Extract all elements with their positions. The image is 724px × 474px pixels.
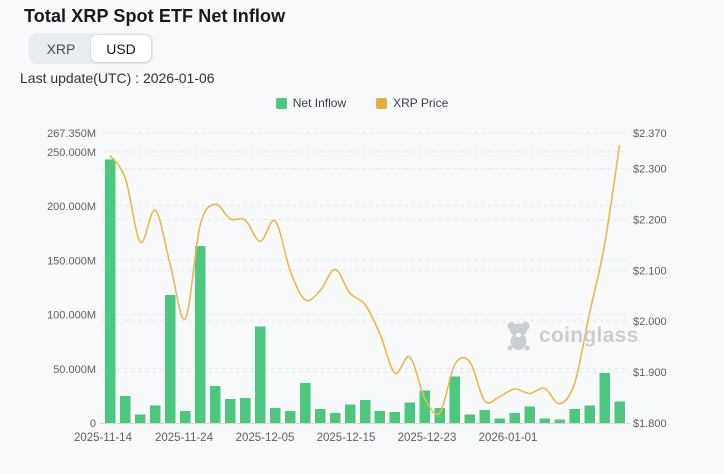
net-inflow-bar[interactable] bbox=[135, 414, 146, 423]
right-axis-tick-label: $2.100 bbox=[633, 265, 667, 277]
net-inflow-bar[interactable] bbox=[419, 390, 431, 424]
right-axis-tick-label: $1.900 bbox=[633, 367, 667, 379]
coinglass-watermark: coinglass bbox=[505, 321, 639, 351]
legend-item-xrp-price[interactable]: XRP Price bbox=[376, 96, 448, 110]
x-axis-tick-label: 2026-01-01 bbox=[479, 432, 538, 444]
net-inflow-bar[interactable] bbox=[524, 406, 535, 423]
right-axis-tick-label: $2.300 bbox=[633, 164, 667, 176]
net-inflow-bar[interactable] bbox=[434, 407, 446, 423]
net-inflow-bar[interactable] bbox=[374, 411, 386, 423]
coinglass-watermark-text: coinglass bbox=[539, 324, 639, 347]
left-axis-tick-label: 150.000M bbox=[47, 255, 96, 267]
net-inflow-bar[interactable] bbox=[150, 405, 161, 423]
net-inflow-swatch-icon bbox=[275, 97, 287, 109]
x-axis-tick-label: 2025-12-05 bbox=[236, 432, 295, 444]
net-inflow-bar[interactable] bbox=[329, 413, 341, 423]
net-inflow-bar[interactable] bbox=[509, 413, 521, 423]
right-axis-tick-label: $2.000 bbox=[633, 316, 667, 328]
x-axis-labels: 2025-11-14 2025-11-24 2025-12-05 2025-12-15… bbox=[74, 432, 537, 444]
left-axis-tick-label: 50.000M bbox=[53, 364, 96, 376]
last-update-text: Last update(UTC) : 2026-01-06 bbox=[20, 70, 215, 86]
net-inflow-bar[interactable] bbox=[314, 408, 326, 423]
left-axis-tick-label: 100.000M bbox=[47, 310, 96, 322]
net-inflow-bar[interactable] bbox=[195, 246, 206, 423]
net-inflow-bar[interactable] bbox=[449, 376, 461, 423]
x-axis-tick-label: 2025-11-14 bbox=[74, 432, 133, 444]
net-inflow-bar[interactable] bbox=[210, 386, 221, 423]
currency-toggle: XRP USD bbox=[29, 33, 153, 64]
xrp-price-line[interactable] bbox=[109, 144, 621, 416]
left-axis-tick-label: 250.000M bbox=[47, 147, 96, 159]
right-axis-labels: $2.370 $2.300 $2.200 $2.100 $2.000 $1.900 $1.8… bbox=[633, 128, 667, 430]
net-inflow-bar[interactable] bbox=[599, 373, 610, 423]
left-axis-labels: 267.350M 250.000M 200.000M 150.000M 100.000M… bbox=[47, 128, 96, 430]
xrp-price-swatch-icon bbox=[376, 97, 388, 109]
net-inflow-bars bbox=[105, 159, 625, 423]
right-axis-tick-label: $2.200 bbox=[633, 214, 667, 226]
net-inflow-bar[interactable] bbox=[554, 419, 565, 423]
net-inflow-bar[interactable] bbox=[404, 402, 416, 423]
legend-item-net-inflow[interactable]: Net Inflow bbox=[275, 96, 347, 110]
net-inflow-bar[interactable] bbox=[584, 405, 595, 423]
net-inflow-bar[interactable] bbox=[165, 295, 176, 423]
net-inflow-bar[interactable] bbox=[614, 401, 625, 423]
left-axis-tick-label: 267.350M bbox=[47, 128, 96, 140]
net-inflow-bar[interactable] bbox=[269, 407, 281, 423]
net-inflow-bar[interactable] bbox=[120, 395, 131, 423]
x-axis-tick-label: 2025-12-23 bbox=[398, 432, 457, 444]
net-inflow-bar[interactable] bbox=[299, 382, 311, 423]
net-inflow-bar[interactable] bbox=[569, 408, 580, 423]
toggle-usd-button[interactable]: USD bbox=[91, 35, 151, 62]
net-inflow-bar[interactable] bbox=[254, 326, 266, 424]
x-axis-tick-label: 2025-12-15 bbox=[317, 432, 376, 444]
chart-legend: Net Inflow XRP Price bbox=[0, 96, 724, 110]
net-inflow-bar[interactable] bbox=[284, 411, 296, 423]
page-title: Total XRP Spot ETF Net Inflow bbox=[24, 6, 286, 26]
net-inflow-bar[interactable] bbox=[105, 159, 116, 423]
net-inflow-bar[interactable] bbox=[180, 411, 191, 423]
x-axis-tick-label: 2025-11-24 bbox=[155, 432, 214, 444]
net-inflow-bar[interactable] bbox=[359, 400, 371, 423]
right-axis-tick-label: $2.370 bbox=[633, 128, 667, 140]
net-inflow-bar[interactable] bbox=[240, 398, 251, 423]
coinglass-bear-icon bbox=[507, 322, 530, 351]
gridlines bbox=[103, 132, 627, 373]
toggle-xrp-button[interactable]: XRP bbox=[46, 40, 76, 57]
net-inflow-bar[interactable] bbox=[479, 410, 491, 423]
net-inflow-bar[interactable] bbox=[389, 412, 401, 423]
net-inflow-bar[interactable] bbox=[225, 399, 236, 423]
left-axis-tick-label: 0 bbox=[90, 418, 96, 430]
net-inflow-bar[interactable] bbox=[494, 418, 506, 423]
net-inflow-bar[interactable] bbox=[344, 404, 356, 423]
right-axis-tick-label: $1.800 bbox=[633, 418, 667, 430]
net-inflow-bar[interactable] bbox=[464, 414, 476, 423]
net-inflow-bar[interactable] bbox=[539, 418, 550, 423]
legend-label: Net Inflow bbox=[292, 96, 347, 110]
left-axis-tick-label: 200.000M bbox=[47, 201, 96, 213]
legend-label: XRP Price bbox=[393, 96, 449, 110]
